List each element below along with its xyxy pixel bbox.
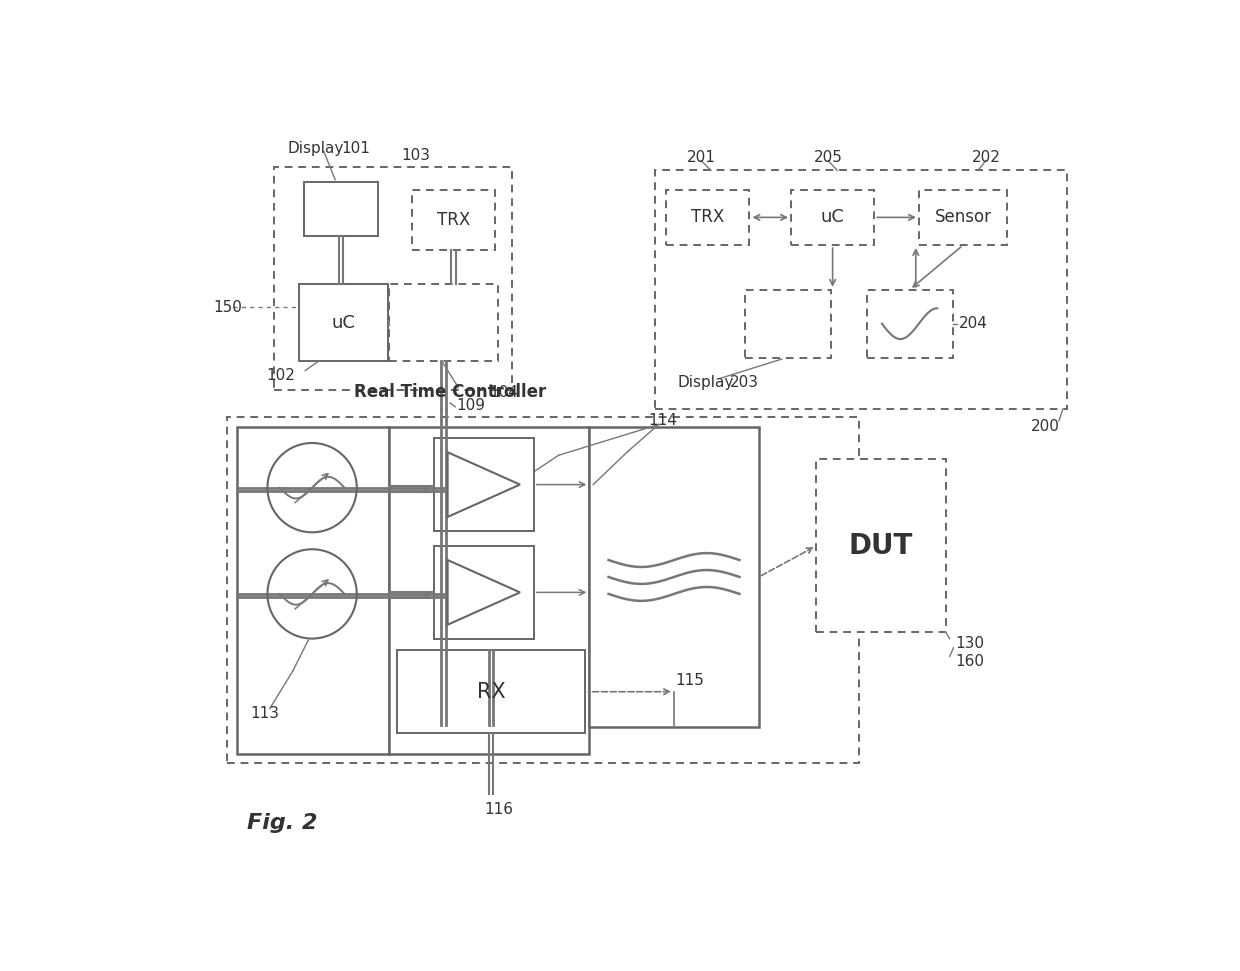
Bar xyxy=(666,189,749,245)
Text: 115: 115 xyxy=(675,673,704,687)
Bar xyxy=(816,459,946,632)
Bar xyxy=(867,289,952,357)
Text: 150: 150 xyxy=(213,300,242,315)
Text: Real Time Controller: Real Time Controller xyxy=(355,384,547,401)
Bar xyxy=(397,651,585,733)
Text: TRX: TRX xyxy=(438,211,470,229)
Text: 203: 203 xyxy=(729,375,759,389)
Text: TRX: TRX xyxy=(691,209,724,226)
Text: 102: 102 xyxy=(267,368,295,383)
Text: 204: 204 xyxy=(959,317,988,331)
Text: uC: uC xyxy=(821,209,844,226)
Text: 130: 130 xyxy=(955,636,985,652)
Text: Display: Display xyxy=(678,375,734,389)
Bar xyxy=(791,189,874,245)
Bar xyxy=(227,417,859,763)
Text: Sensor: Sensor xyxy=(935,209,992,226)
Bar xyxy=(919,189,1007,245)
Bar xyxy=(389,285,498,361)
Text: 109: 109 xyxy=(456,398,485,413)
Text: RX: RX xyxy=(477,682,506,702)
Text: 205: 205 xyxy=(813,150,842,165)
Bar xyxy=(655,171,1066,409)
Bar xyxy=(589,427,759,727)
Text: 103: 103 xyxy=(402,148,430,162)
Bar xyxy=(299,285,388,361)
Bar xyxy=(304,182,377,236)
Text: 202: 202 xyxy=(971,150,1001,165)
Bar xyxy=(434,438,534,531)
Bar xyxy=(412,189,495,250)
Text: Display: Display xyxy=(288,142,343,156)
Text: 101: 101 xyxy=(341,142,371,156)
Text: 201: 201 xyxy=(687,150,715,165)
Text: 113: 113 xyxy=(250,706,279,720)
Text: 116: 116 xyxy=(485,802,513,817)
Text: 200: 200 xyxy=(1030,419,1059,434)
Text: uC: uC xyxy=(331,314,355,332)
Text: 160: 160 xyxy=(955,654,985,669)
Text: DUT: DUT xyxy=(849,532,914,560)
Bar xyxy=(434,546,534,639)
Bar xyxy=(237,427,389,754)
Text: 114: 114 xyxy=(649,414,677,428)
Bar xyxy=(274,167,512,390)
Text: Fig. 2: Fig. 2 xyxy=(247,814,317,833)
Bar xyxy=(745,289,831,357)
Text: 104: 104 xyxy=(490,385,518,400)
Bar xyxy=(389,427,589,754)
